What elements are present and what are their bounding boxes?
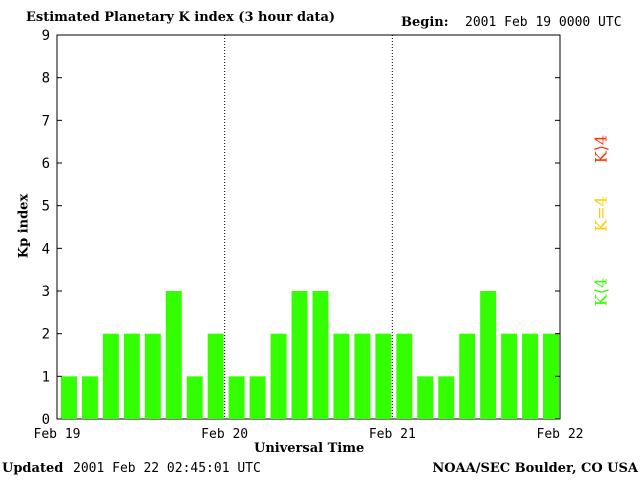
bar [501,333,518,419]
y-tick-label: 1 [42,369,50,385]
bar [102,333,119,419]
bar [228,376,245,419]
bar [396,333,413,419]
y-tick-label: 7 [42,113,50,129]
legend-k-greater-4: K⟩4 [591,134,611,164]
bar [207,333,224,419]
y-tick-label: 5 [42,199,50,215]
bar [354,333,371,419]
plot-frame [56,34,561,420]
bar [375,333,392,419]
credit-text: NOAA/SEC Boulder, CO USA [432,461,638,476]
bar [291,291,308,419]
updated-label: Updated [2,461,64,476]
bar [270,333,287,419]
bar [459,333,476,419]
bar [123,333,140,419]
bar [522,333,539,419]
y-tick-label: 8 [42,71,50,87]
bar [249,376,266,419]
bar [165,291,182,419]
legend-k-equal-4: K=4 [591,196,611,232]
y-tick-label: 6 [42,156,50,172]
bar [312,291,329,419]
y-axis-label: Kp index [16,193,32,259]
bar [333,333,350,419]
y-tick-label: 3 [42,284,50,300]
x-tick-label: Feb 22 [537,427,584,442]
begin-value: 2001 Feb 19 0000 UTC [465,15,622,30]
legend-k-less-4: K⟨4 [591,277,611,307]
bar [438,376,455,419]
bar [81,376,98,419]
bar [543,333,559,419]
x-axis-label: Universal Time [254,441,365,456]
begin-label: Begin: [401,15,449,30]
chart-title: Estimated Planetary K index (3 hour data… [26,10,336,25]
updated-value: 2001 Feb 22 02:45:01 UTC [73,461,261,476]
x-tick-label: Feb 20 [201,427,248,442]
bar [417,376,434,419]
bar [61,376,77,419]
y-tick-label: 0 [42,412,50,428]
y-tick-label: 4 [42,241,50,257]
x-tick-label: Feb 21 [369,427,416,442]
bar [144,333,161,419]
x-tick-label: Feb 19 [34,427,81,442]
y-tick-label: 9 [42,28,50,44]
bar [480,291,497,419]
bar [186,376,203,419]
y-tick-label: 2 [42,327,50,343]
